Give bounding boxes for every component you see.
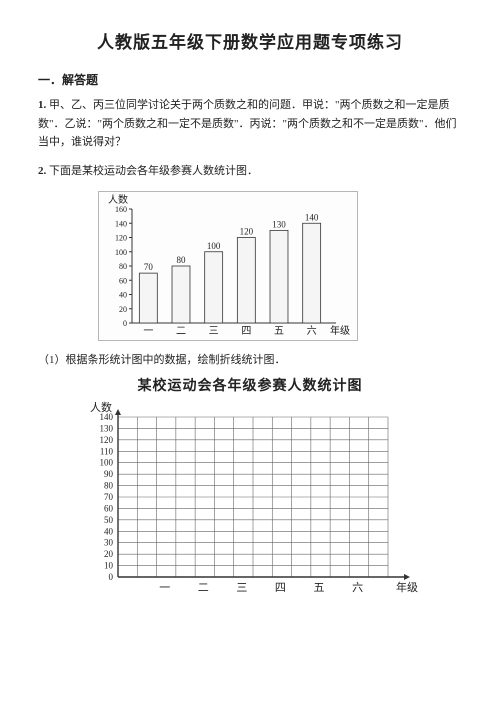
page-title: 人教版五年级下册数学应用题专项练习	[38, 28, 462, 53]
q2-text: 下面是某校运动会各年级参赛人数统计图．	[49, 165, 258, 177]
svg-text:四: 四	[241, 326, 251, 337]
svg-text:六: 六	[307, 325, 317, 337]
svg-text:70: 70	[144, 262, 154, 272]
question-1: 1. 甲、乙、丙三位同学讨论关于两个质数之和的问题．甲说："两个质数之和一定是质…	[38, 96, 462, 152]
svg-text:80: 80	[177, 255, 187, 265]
svg-text:三: 三	[209, 326, 219, 337]
bar-chart: 人数02040608010012014016070一80二100三120四130…	[98, 191, 462, 341]
section-heading: 一．解答题	[38, 71, 462, 88]
svg-text:年级: 年级	[396, 580, 418, 594]
svg-text:30: 30	[104, 537, 114, 547]
svg-text:60: 60	[119, 276, 127, 285]
question-2: 2. 下面是某校运动会各年级参赛人数统计图．	[38, 162, 462, 181]
svg-text:120: 120	[240, 226, 254, 236]
svg-text:40: 40	[119, 290, 127, 299]
svg-text:40: 40	[104, 526, 114, 536]
svg-text:80: 80	[119, 262, 127, 271]
svg-text:160: 160	[115, 205, 127, 214]
svg-text:一: 一	[143, 326, 153, 337]
svg-text:140: 140	[100, 412, 114, 422]
svg-text:三: 三	[236, 582, 247, 594]
svg-text:100: 100	[100, 457, 114, 467]
svg-text:二: 二	[198, 582, 209, 594]
svg-text:五: 五	[314, 582, 325, 594]
svg-text:0: 0	[123, 319, 127, 328]
svg-text:120: 120	[115, 233, 127, 242]
svg-text:年级: 年级	[330, 324, 350, 337]
svg-text:一: 一	[159, 582, 170, 594]
svg-text:20: 20	[104, 549, 114, 559]
svg-text:100: 100	[115, 248, 127, 257]
svg-text:60: 60	[104, 503, 114, 513]
q1-number: 1.	[38, 99, 46, 111]
svg-text:130: 130	[100, 423, 114, 433]
svg-text:五: 五	[274, 326, 284, 337]
svg-text:20: 20	[119, 305, 127, 314]
svg-text:70: 70	[104, 492, 114, 502]
svg-text:10: 10	[104, 560, 114, 570]
svg-text:四: 四	[275, 582, 286, 594]
svg-text:130: 130	[272, 219, 286, 229]
svg-text:二: 二	[176, 326, 186, 337]
svg-text:140: 140	[305, 212, 319, 222]
grid-chart: 人数0102030405060708090100110120130140一二三四…	[78, 397, 462, 597]
svg-text:0: 0	[109, 572, 114, 582]
svg-text:110: 110	[100, 446, 114, 456]
q1-text: 甲、乙、丙三位同学讨论关于两个质数之和的问题．甲说："两个质数之和一定是质数"．…	[38, 99, 456, 148]
svg-text:80: 80	[104, 480, 114, 490]
svg-text:100: 100	[207, 241, 221, 251]
svg-text:140: 140	[115, 219, 127, 228]
svg-text:120: 120	[100, 435, 114, 445]
chart2-title: 某校运动会各年级参赛人数统计图	[38, 375, 462, 395]
svg-text:50: 50	[104, 515, 114, 525]
q2-number: 2.	[38, 165, 46, 177]
svg-text:六: 六	[352, 581, 363, 594]
subtask-1: （1）根据条形统计图中的数据，绘制折线统计图．	[38, 351, 462, 367]
svg-text:90: 90	[104, 469, 114, 479]
